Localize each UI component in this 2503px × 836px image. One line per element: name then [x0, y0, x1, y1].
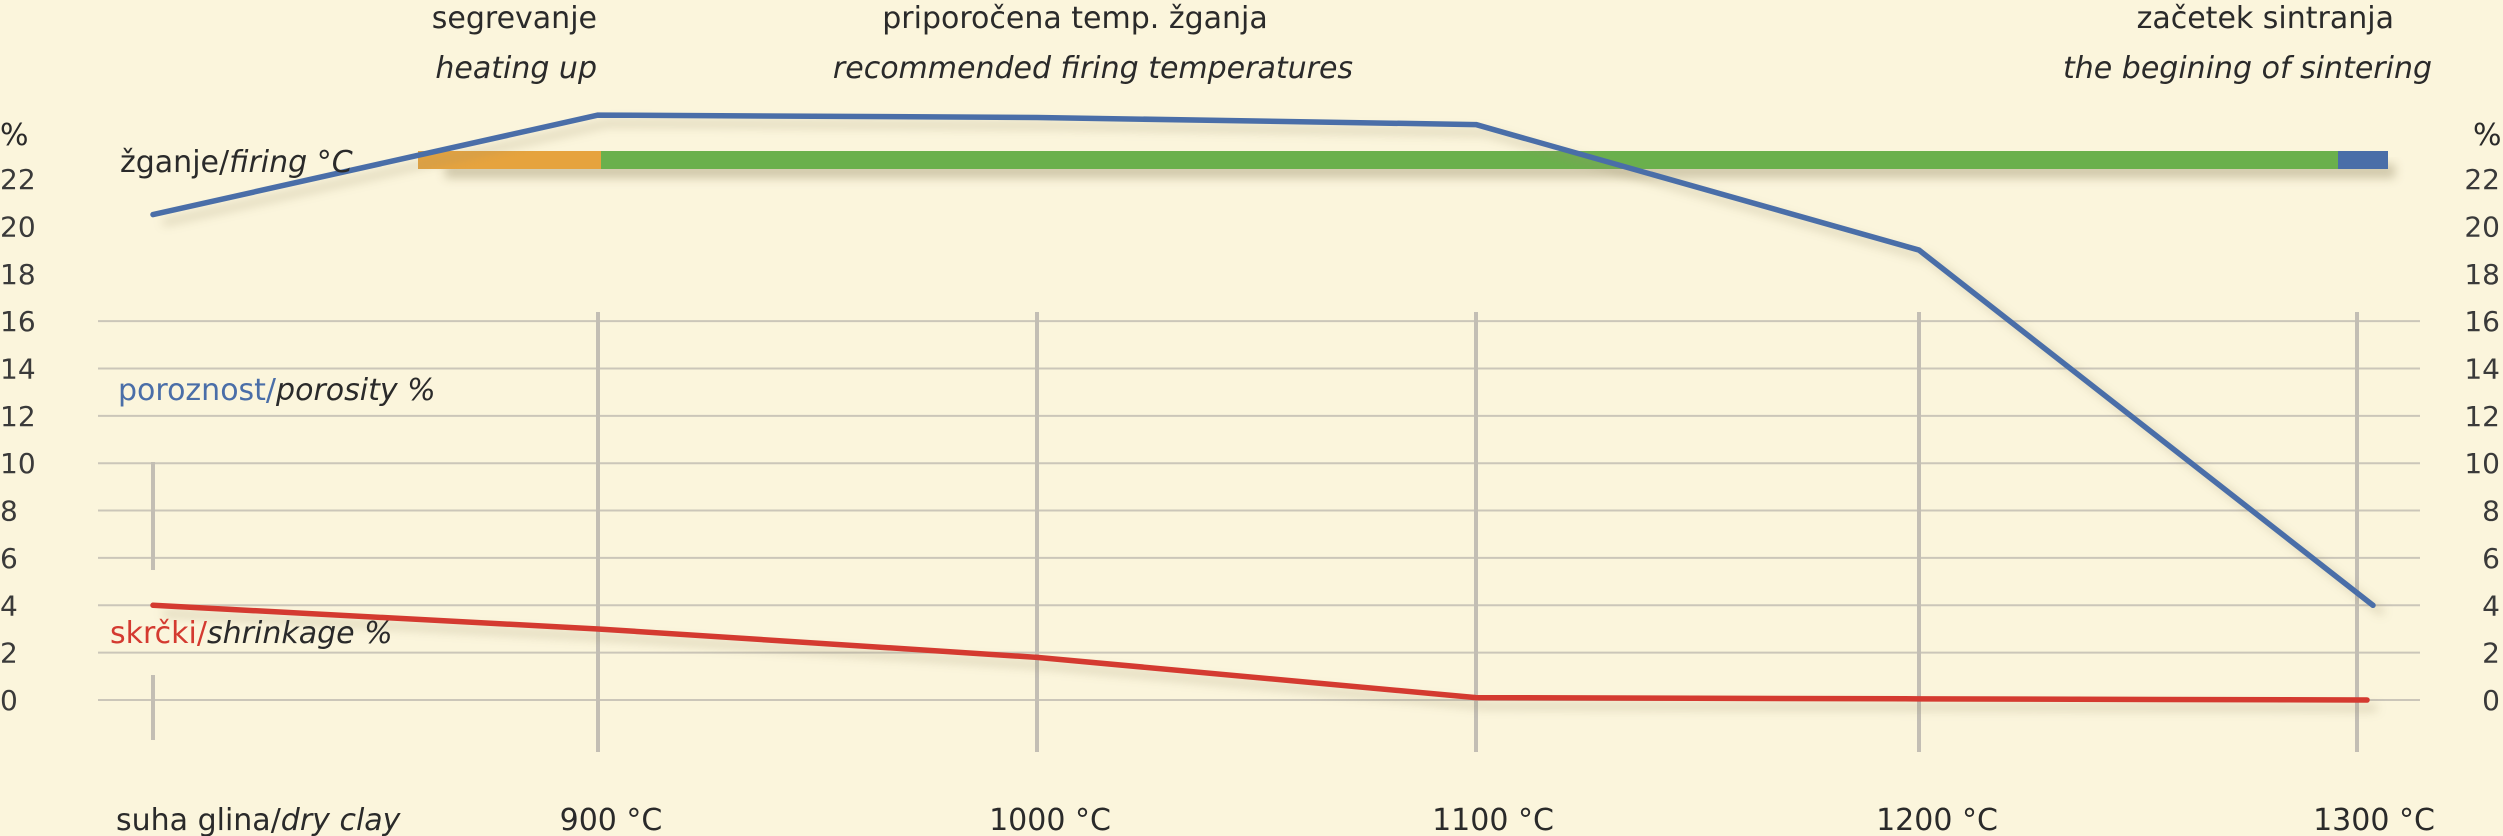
x-tick-900: 900 °C [560, 803, 663, 836]
horizontal-gridlines [98, 320, 2420, 701]
x-tick-1200: 1200 °C [1876, 803, 1998, 836]
series-layer [150, 112, 2385, 711]
y-tick-right-2: 2 [2482, 637, 2500, 670]
firing-label-slo: žganje/ [120, 145, 230, 180]
y-tick-left-20: 20 [0, 210, 36, 243]
annotation-recommended-slo: priporočena temp. žganja [882, 1, 1268, 36]
x-tick-dry-clay-slo: suha glina/ [116, 803, 282, 836]
y-tick-right-20: 20 [2464, 210, 2500, 243]
shrinkage-legend-en: shrinkage % [207, 616, 393, 651]
y-tick-left-2: 2 [0, 637, 18, 670]
y-tick-right-4: 4 [2482, 589, 2500, 622]
series-1-point-1 [595, 626, 601, 632]
shrinkage-legend-slo: skrčki/ [110, 616, 208, 651]
y-tick-right-14: 14 [2464, 352, 2500, 385]
annotation-heating-slo: segrevanje [432, 1, 597, 36]
y-tick-left-14: 14 [0, 352, 36, 385]
y-tick-left-12: 12 [0, 400, 36, 433]
y-tick-left-0: 0 [0, 684, 18, 717]
y-tick-right-8: 8 [2482, 495, 2500, 528]
y-axis-left: 0 2 4 6 8 10 12 14 16 18 20 22 [0, 163, 36, 717]
y-tick-right-22: 22 [2464, 163, 2500, 196]
firing-label-en: firing °C [229, 145, 353, 180]
x-tick-1100: 1100 °C [1432, 803, 1554, 836]
y-unit-right: % [2473, 118, 2502, 153]
y-tick-left-22: 22 [0, 163, 36, 196]
annotation-recommended-en: recommended firing temperatures [833, 51, 1353, 86]
y-unit-left: % [0, 118, 29, 153]
series-1-point-3 [1473, 695, 1479, 701]
x-tick-dry-clay-en: dry clay [281, 803, 402, 836]
series-line-1 [150, 602, 2370, 703]
series-line-0 [150, 112, 2376, 609]
firing-label: žganje/firing °C [120, 145, 353, 180]
porosity-legend-slo: poroznost/ [118, 373, 277, 408]
porosity-legend: poroznost/porosity % [118, 373, 436, 408]
series-0-point-2 [1034, 114, 1040, 120]
series-0-point-5 [2370, 602, 2376, 608]
x-tick-1000: 1000 °C [989, 803, 1111, 836]
annotation-sintering-en: the begining of sintering [2063, 51, 2432, 86]
y-tick-left-4: 4 [0, 589, 18, 622]
y-tick-left-16: 16 [0, 305, 36, 338]
series-1-point-2 [1034, 654, 1040, 660]
series-0-point-0 [150, 212, 156, 218]
series-0-point-1 [595, 112, 601, 118]
x-tick-dry-clay: suha glina/dry clay [116, 803, 402, 836]
porosity-legend-en: porosity % [275, 373, 436, 408]
y-tick-left-10: 10 [0, 447, 36, 480]
annotation-heating-en: heating up [435, 51, 597, 86]
y-tick-left-6: 6 [0, 542, 18, 575]
y-tick-right-0: 0 [2482, 684, 2500, 717]
firing-bar-segment-sintering [2338, 151, 2388, 169]
firing-bar [418, 151, 2395, 178]
y-tick-right-10: 10 [2464, 447, 2500, 480]
shrinkage-legend: skrčki/shrinkage % [110, 616, 393, 651]
y-tick-right-18: 18 [2464, 258, 2500, 291]
vertical-gridlines [596, 312, 2359, 752]
series-1-point-4 [1916, 696, 1922, 702]
series-shadow-1 [162, 610, 2378, 711]
series-1-point-5 [2364, 697, 2370, 703]
x-tick-1300: 1300 °C [2313, 803, 2435, 836]
annotation-sintering-slo: začetek sintranja [2137, 1, 2394, 36]
y-tick-left-18: 18 [0, 258, 36, 291]
y-axis-right: 0 2 4 6 8 10 12 14 16 18 20 22 [2464, 163, 2500, 717]
series-0-point-3 [1473, 122, 1479, 128]
y-tick-right-6: 6 [2482, 542, 2500, 575]
y-tick-right-12: 12 [2464, 400, 2500, 433]
series-1-point-0 [150, 602, 156, 608]
y-tick-left-8: 8 [0, 495, 18, 528]
series-0-point-4 [1916, 247, 1922, 253]
y-tick-right-16: 16 [2464, 305, 2500, 338]
firing-bar-segment-recommended [601, 151, 2338, 169]
